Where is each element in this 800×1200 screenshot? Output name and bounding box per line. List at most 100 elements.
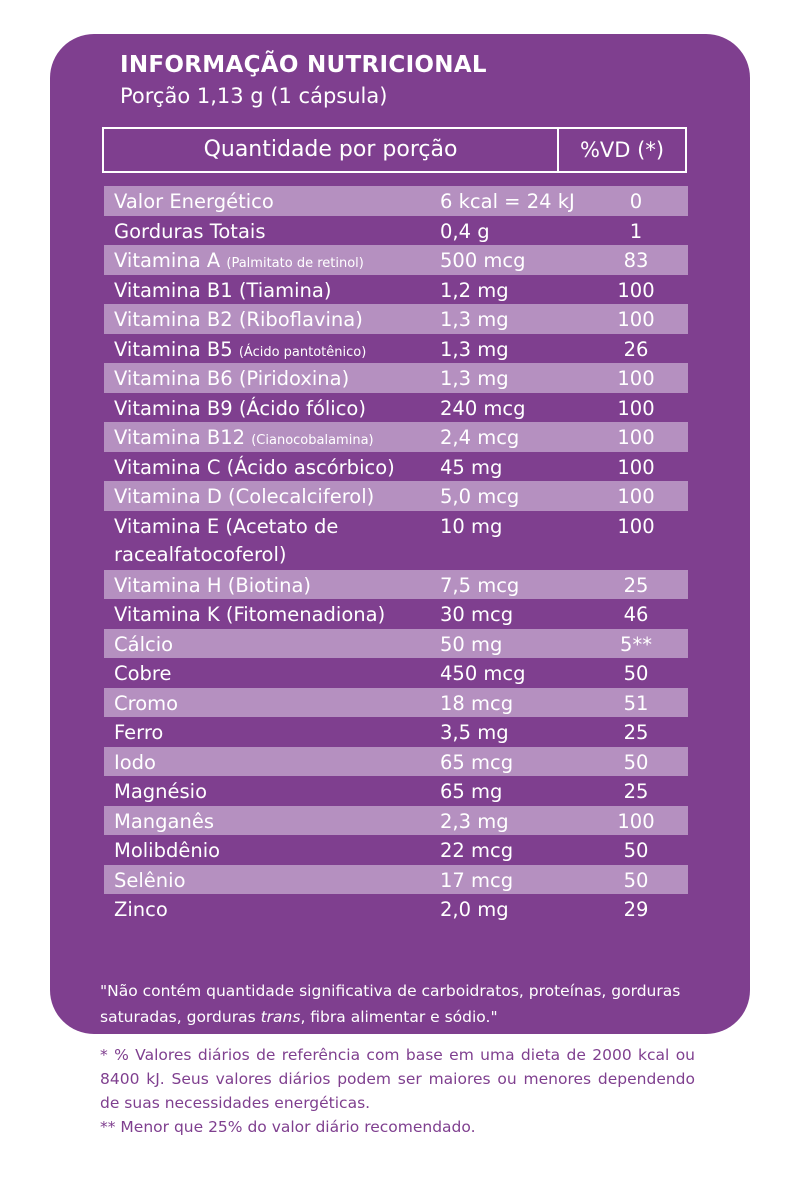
- nutrient-amount: 450 mcg: [440, 662, 526, 685]
- nutrient-source-note: (Palmitato de retinol): [226, 256, 364, 271]
- table-row: Vitamina B6 (Piridoxina) 1,3 mg 100: [104, 363, 688, 393]
- nutrient-amount: 0,4 g: [440, 219, 490, 243]
- nutrient-name: Vitamina D (Colecalciferol): [114, 483, 434, 511]
- nutrient-label: Vitamina K (Fitomenadiona): [114, 603, 386, 626]
- table-row: Vitamina B12 (Cianocobalamina) 2,4 mcg 100: [104, 422, 688, 452]
- nutrient-vd: 100: [617, 396, 655, 420]
- nutrient-name: Cálcio: [114, 631, 434, 659]
- table-row: Cromo 18 mcg 51: [104, 687, 688, 717]
- nutrient-amount: 3,5 mg: [440, 721, 509, 744]
- table-row: Vitamina A (Palmitato de retinol) 500 mcg…: [104, 245, 688, 275]
- nutrient-label: Vitamina D (Colecalciferol): [114, 485, 375, 508]
- table-row: Vitamina K (Fitomenadiona) 30 mcg 46: [104, 599, 688, 629]
- nutrient-label: Vitamina B6 (Piridoxina): [114, 367, 350, 390]
- disclaimer-text-2: , fibra alimentar e sódio.": [300, 1008, 498, 1026]
- nutrient-label: Zinco: [114, 898, 168, 921]
- nutrient-label: Valor Energético: [114, 190, 274, 213]
- nutrient-label: Vitamina B2 (Riboflavina): [114, 308, 363, 331]
- nutrient-amount: 6 kcal = 24 kJ: [440, 190, 575, 213]
- nutrient-vd: 0: [629, 190, 643, 213]
- nutrient-vd: 50: [623, 662, 649, 685]
- page-title: INFORMAÇÃO NUTRICIONAL: [120, 52, 487, 78]
- nutrient-vd: 83: [623, 249, 649, 272]
- table-row: Iodo 65 mcg 50: [104, 746, 688, 776]
- table-row: Cobre 450 mcg 50: [104, 658, 688, 688]
- nutrient-amount: 45 mg: [440, 455, 503, 479]
- nutrient-label: Cromo: [114, 691, 179, 715]
- nutrient-label: Cobre: [114, 662, 172, 685]
- nutrient-label: Vitamina B9 (Ácido fólico): [114, 396, 366, 420]
- nutrient-name: Vitamina B1 (Tiamina): [114, 277, 434, 305]
- nutrient-vd: 100: [617, 308, 655, 331]
- nutrient-name: Vitamina B6 (Piridoxina): [114, 365, 434, 393]
- nutrient-label: Magnésio: [114, 780, 208, 803]
- nutrient-label-continued: racealfatocoferol): [114, 542, 287, 566]
- nutrient-name: Vitamina B5 (Ácido pantotênico): [114, 336, 434, 367]
- nutrient-label: Gorduras Totais: [114, 219, 266, 243]
- nutrient-source-note: (Cianocobalamina): [251, 433, 374, 448]
- table-row: Vitamina E (Acetato de racealfatocoferol)…: [104, 511, 688, 570]
- nutrient-amount: 65 mcg: [440, 750, 514, 774]
- nutrient-amount: 65 mg: [440, 780, 503, 803]
- nutrient-vd: 100: [617, 514, 655, 538]
- nutrient-name: Valor Energético: [114, 188, 434, 216]
- nutrient-name: Gorduras Totais: [114, 218, 434, 246]
- nutrient-label: Ferro: [114, 721, 164, 744]
- footnote-less-than: ** Menor que 25% do valor diário recomen…: [100, 1118, 476, 1136]
- nutrient-label: Vitamina H (Biotina): [114, 573, 312, 597]
- nutrient-amount: 2,0 mg: [440, 898, 509, 921]
- nutrient-vd: 100: [617, 455, 655, 479]
- table-row: Molibdênio 22 mcg 50: [104, 835, 688, 865]
- table-row: Vitamina C (Ácido ascórbico) 45 mg 100: [104, 452, 688, 482]
- nutrient-name: Vitamina C (Ácido ascórbico): [114, 454, 434, 482]
- nutrient-name: Magnésio: [114, 778, 434, 806]
- nutrient-label: Selênio: [114, 868, 186, 892]
- nutrient-amount: 18 mcg: [440, 691, 514, 715]
- nutrient-vd: 26: [623, 337, 649, 361]
- nutrient-vd: 100: [617, 809, 655, 833]
- nutrient-label: Vitamina A: [114, 249, 227, 272]
- nutrient-label: Vitamina C (Ácido ascórbico): [114, 455, 395, 479]
- footnote-daily-values: * % Valores diários de referência com ba…: [100, 1046, 695, 1112]
- nutrient-vd: 1: [629, 219, 643, 243]
- table-row: Manganês 2,3 mg 100: [104, 805, 688, 836]
- nutrient-amount: 17 mcg: [440, 868, 514, 892]
- column-header-vd: %VD (*): [579, 138, 665, 162]
- nutrient-source-note: (Ácido pantotênico): [238, 344, 367, 360]
- nutrient-vd: 50: [623, 750, 649, 774]
- table-row: Valor Energético 6 kcal = 24 kJ 0: [104, 186, 688, 216]
- nutrient-label: Vitamina B1 (Tiamina): [114, 278, 332, 302]
- nutrient-amount: 30 mcg: [440, 603, 514, 626]
- nutrient-label: Vitamina E (Acetato de: [114, 514, 339, 538]
- table-row: Vitamina H (Biotina) 7,5 mcg 25: [104, 569, 688, 599]
- nutrient-amount: 2,3 mg: [440, 809, 509, 833]
- footnotes: * % Valores diários de referência com ba…: [100, 1043, 695, 1139]
- nutrient-name: Vitamina E (Acetato de racealfatocoferol): [114, 513, 434, 569]
- nutrient-vd: 100: [617, 367, 655, 390]
- table-row: Vitamina B5 (Ácido pantotênico) 1,3 mg 26: [104, 334, 688, 364]
- nutrient-amount: 2,4 mcg: [440, 426, 520, 449]
- nutrition-table: Valor Energético 6 kcal = 24 kJ 0 Gorduras …: [104, 186, 688, 924]
- table-row: Cálcio 50 mg 5**: [104, 628, 688, 659]
- nutrient-amount: 240 mcg: [440, 396, 526, 420]
- nutrient-amount: 1,2 mg: [440, 278, 509, 302]
- nutrient-name: Manganês: [114, 808, 434, 836]
- nutrient-vd: 25: [623, 780, 649, 803]
- column-header-quantity: Quantidade por porção: [104, 129, 559, 171]
- table-row: Vitamina B1 (Tiamina) 1,2 mg 100: [104, 275, 688, 305]
- nutrient-amount: 500 mcg: [440, 249, 526, 272]
- nutrient-name: Vitamina A (Palmitato de retinol): [114, 247, 434, 278]
- nutrient-amount: 10 mg: [440, 514, 503, 538]
- nutrient-amount: 50 mg: [440, 632, 503, 656]
- table-header: Quantidade por porção %VD (*): [102, 127, 687, 173]
- nutrient-name: Vitamina B12 (Cianocobalamina): [114, 424, 434, 455]
- nutrient-name: Ferro: [114, 719, 434, 747]
- disclaimer-italic: trans: [260, 1008, 301, 1026]
- nutrient-label: Molibdênio: [114, 839, 221, 862]
- nutrient-vd: 25: [623, 721, 649, 744]
- nutrient-vd: 50: [623, 839, 649, 862]
- nutrient-name: Vitamina B9 (Ácido fólico): [114, 395, 434, 423]
- table-row: Gorduras Totais 0,4 g 1: [104, 216, 688, 246]
- nutrient-amount: 1,3 mg: [440, 308, 509, 331]
- nutrient-label: Vitamina B5: [114, 337, 239, 361]
